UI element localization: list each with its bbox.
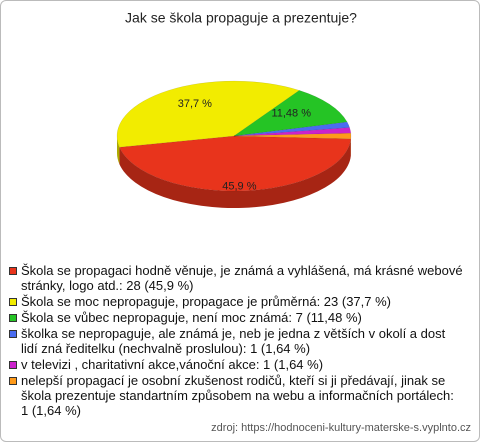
legend-swatch: [9, 267, 17, 275]
legend-swatch: [9, 361, 17, 369]
legend-item: nelepší propagací je osobní zkušenost ro…: [9, 373, 464, 418]
legend-label: školka se nepropaguje, ale známá je, neb…: [21, 326, 446, 356]
slice: [233, 90, 348, 137]
legend-swatch: [9, 330, 17, 338]
legend-item: v televizi , charitativní akce,vánoční a…: [9, 357, 464, 372]
slice: [116, 80, 300, 148]
source: zdroj: https://hodnoceni-kultury-matersk…: [211, 422, 471, 434]
legend-swatch: [9, 298, 17, 306]
legend-label: v televizi , charitativní akce,vánoční a…: [21, 357, 324, 372]
legend-label: Škola se vůbec nepropaguje, není moc zná…: [21, 310, 362, 325]
data-label: 37,7 %: [178, 98, 212, 110]
slice: [233, 121, 350, 137]
legend-swatch: [9, 314, 17, 322]
legend-item: Škola se moc nepropaguje, propagace je p…: [9, 294, 464, 309]
slice-side: [117, 136, 120, 165]
pie-area: Jak se škola propaguje a prezentuje? 45,…: [116, 10, 357, 209]
legend-item: Škola se vůbec nepropaguje, není moc zná…: [9, 310, 464, 325]
legend-swatch: [9, 377, 17, 385]
legend-label: Škola se moc nepropaguje, propagace je p…: [21, 294, 391, 309]
legend-label: nelepší propagací je osobní zkušenost ro…: [21, 373, 454, 418]
slice: [233, 132, 352, 140]
slice-side: [119, 138, 351, 209]
legend-label: Škola se propagaci hodně věnuje, je znám…: [21, 263, 463, 293]
slice: [233, 127, 352, 137]
legend-item: školka se nepropaguje, ale známá je, neb…: [9, 326, 464, 356]
data-label: 45,9 %: [222, 180, 256, 192]
legend: Škola se propagaci hodně věnuje, je znám…: [9, 263, 464, 419]
data-label: 11,48 %: [271, 108, 311, 120]
legend-item: Škola se propagaci hodně věnuje, je znám…: [9, 263, 464, 293]
slice: [119, 135, 352, 192]
chart-title: Jak se škola propaguje a prezentuje?: [125, 10, 357, 26]
